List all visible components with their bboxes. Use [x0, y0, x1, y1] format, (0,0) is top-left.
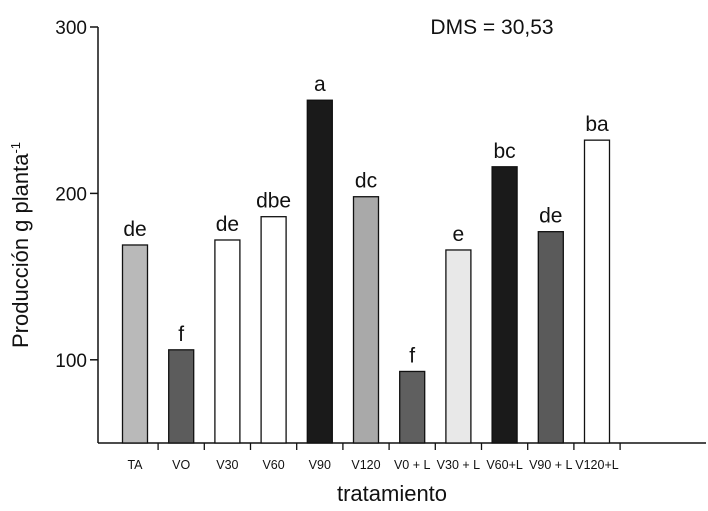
- category-label: V30 + L: [437, 458, 480, 472]
- bar-significance-letter: f: [178, 323, 184, 346]
- bar: [537, 231, 564, 444]
- y-tick-label: 300: [55, 18, 87, 39]
- bar: [306, 99, 333, 444]
- category-labels-group: TA VO V30 V60 V90 V120 V0 + L V30 + L V60+L V90 +…: [127, 458, 618, 472]
- bar-significance-letter: ba: [585, 113, 609, 136]
- bar: [352, 196, 380, 444]
- bar: [168, 349, 195, 444]
- bar-significance-letter: a: [314, 73, 326, 96]
- category-label: V90: [309, 458, 331, 472]
- category-label: V0 + L: [394, 458, 431, 472]
- category-label: TA: [127, 458, 143, 472]
- y-axis-title: Producción g planta-1: [8, 142, 33, 348]
- category-label: V120+L: [575, 458, 618, 472]
- bar-significance-letter: de: [539, 205, 562, 228]
- x-axis: [98, 442, 706, 450]
- y-tick-label: 100: [55, 351, 87, 372]
- bar: [214, 239, 241, 444]
- y-axis-title-main: Producción g planta: [8, 153, 33, 348]
- category-label: V30: [216, 458, 238, 472]
- bar: [399, 370, 426, 444]
- bar: [583, 139, 611, 444]
- bar-significance-letter: f: [409, 344, 415, 367]
- bar-significance-letter: de: [123, 218, 146, 241]
- bar: [445, 249, 472, 444]
- y-tick-label: 200: [55, 184, 87, 205]
- bar-significance-letter: bc: [494, 140, 516, 163]
- x-axis-title: tratamiento: [337, 481, 447, 506]
- y-axis: 100 200 300: [55, 18, 99, 443]
- bars-group: [121, 99, 611, 444]
- category-label: V60: [262, 458, 284, 472]
- bar: [260, 216, 287, 444]
- category-label: V60+L: [486, 458, 523, 472]
- bar-significance-letter: e: [453, 223, 465, 246]
- dms-annotation: DMS = 30,53: [430, 16, 553, 39]
- category-label: V90 + L: [529, 458, 572, 472]
- category-label: VO: [172, 458, 190, 472]
- bar: [491, 166, 518, 444]
- bar-significance-letter: de: [216, 213, 239, 236]
- bar-significance-letter: dbe: [256, 190, 291, 213]
- category-label: V120: [351, 458, 380, 472]
- y-axis-title-superscript: -1: [8, 142, 23, 154]
- bar-significance-letter: dc: [355, 170, 377, 193]
- bar: [121, 244, 149, 444]
